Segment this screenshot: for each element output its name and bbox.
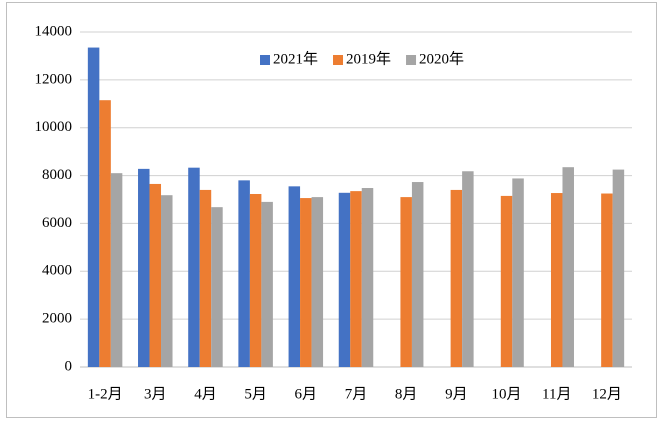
x-tick-label: 7月 bbox=[345, 386, 368, 402]
bar bbox=[149, 183, 162, 367]
legend-swatch bbox=[406, 55, 417, 65]
bar bbox=[249, 193, 262, 367]
bar bbox=[500, 195, 513, 367]
bar bbox=[512, 178, 524, 367]
x-tick-label: 9月 bbox=[445, 386, 468, 402]
y-tick-label: 8000 bbox=[42, 167, 72, 183]
legend-label: 2021年 bbox=[273, 50, 318, 67]
bar bbox=[311, 197, 324, 367]
chart-frame bbox=[6, 2, 657, 418]
bar bbox=[161, 195, 173, 367]
legend-swatch bbox=[333, 55, 344, 65]
x-tick-label: 5月 bbox=[244, 386, 267, 402]
y-tick-label: 10000 bbox=[35, 119, 73, 135]
bar bbox=[450, 189, 463, 367]
bar bbox=[199, 189, 212, 367]
bar bbox=[138, 168, 150, 367]
bar bbox=[462, 171, 474, 367]
bar bbox=[211, 207, 223, 367]
x-tick-label: 11月 bbox=[542, 386, 571, 402]
y-tick-label: 4000 bbox=[42, 263, 72, 279]
x-tick-label: 3月 bbox=[144, 386, 167, 402]
bar bbox=[612, 169, 625, 367]
x-tick-label: 6月 bbox=[295, 386, 318, 402]
legend-swatch bbox=[260, 55, 270, 65]
bar bbox=[87, 47, 100, 368]
bar bbox=[400, 197, 412, 367]
bar bbox=[261, 201, 273, 367]
bar bbox=[411, 182, 424, 367]
x-tick-label: 1-2月 bbox=[88, 386, 123, 402]
y-tick-label: 0 bbox=[65, 358, 73, 374]
legend-label: 2019年 bbox=[346, 50, 391, 67]
bar bbox=[338, 192, 351, 367]
bar bbox=[238, 180, 250, 367]
x-tick-label: 8月 bbox=[395, 386, 418, 402]
bar bbox=[601, 193, 613, 367]
y-tick-label: 2000 bbox=[42, 311, 72, 327]
bar bbox=[361, 188, 374, 367]
x-tick-label: 10月 bbox=[492, 386, 522, 402]
bar bbox=[188, 167, 200, 367]
bar bbox=[110, 173, 123, 367]
bar bbox=[562, 167, 574, 367]
bar bbox=[550, 193, 563, 367]
legend-label: 2020年 bbox=[419, 50, 464, 67]
bar bbox=[300, 198, 312, 367]
y-tick-label: 12000 bbox=[35, 71, 73, 87]
y-tick-label: 6000 bbox=[42, 215, 72, 231]
bar bbox=[350, 191, 362, 367]
x-tick-label: 4月 bbox=[194, 386, 217, 402]
x-tick-label: 12月 bbox=[592, 386, 622, 402]
y-tick-label: 14000 bbox=[35, 23, 73, 39]
bar bbox=[99, 100, 111, 368]
bar bbox=[288, 186, 301, 367]
